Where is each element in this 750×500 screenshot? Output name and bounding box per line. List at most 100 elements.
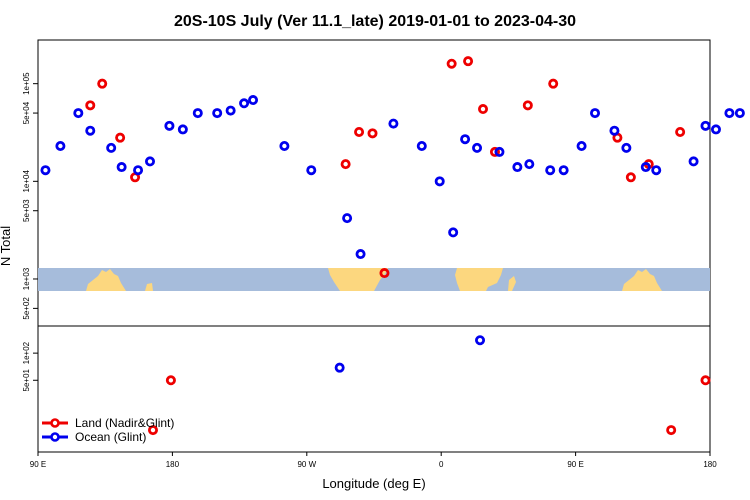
- data-point: [342, 213, 353, 224]
- land-shape: [508, 276, 516, 291]
- chart-title: 20S-10S July (Ver 11.1_late) 2019-01-01 …: [174, 13, 576, 30]
- legend-ocean-marker: [50, 432, 60, 442]
- y-tick-label: 1e+04: [22, 170, 31, 193]
- data-point: [116, 162, 127, 173]
- data-point: [478, 104, 489, 115]
- data-point: [688, 156, 699, 167]
- data-point: [548, 78, 559, 89]
- data-point: [621, 142, 632, 153]
- data-point: [177, 124, 188, 135]
- x-tick-label: 90 W: [297, 460, 316, 469]
- data-point: [239, 98, 250, 109]
- data-point: [340, 159, 351, 170]
- lower-panel: 5e+01 1e+02: [22, 325, 711, 453]
- y-tick-label: 1e+05: [22, 72, 31, 95]
- land-shape: [455, 268, 503, 291]
- data-point: [85, 125, 96, 136]
- data-point: [248, 95, 259, 106]
- data-point: [165, 375, 176, 386]
- data-point: [334, 362, 345, 373]
- data-point: [494, 146, 505, 157]
- data-point: [524, 159, 535, 170]
- data-point: [279, 140, 290, 151]
- y-tick-label: 5e+02: [22, 297, 31, 320]
- map-band-land: [86, 268, 662, 291]
- x-tick-label: 180: [166, 460, 180, 469]
- data-point: [147, 425, 158, 436]
- data-point: [625, 172, 636, 183]
- map-band: [38, 268, 710, 291]
- lower-points: [147, 335, 711, 436]
- data-point: [85, 100, 96, 111]
- x-axis: 90 E 180 90 W 0 90 E 180: [30, 452, 717, 469]
- upper-y-axis: 5e+02 1e+03 5e+03 1e+04 5e+04 1e+05: [22, 72, 38, 320]
- data-point: [545, 165, 556, 176]
- data-point: [700, 120, 711, 131]
- data-point: [651, 165, 662, 176]
- legend-land-label: Land (Nadir&Glint): [75, 416, 174, 430]
- data-point: [388, 118, 399, 129]
- data-point: [446, 58, 457, 69]
- legend-ocean-label: Ocean (Glint): [75, 430, 146, 444]
- upper-panel: 5e+02 1e+03 5e+03 1e+04 5e+04 1e+05: [22, 39, 745, 327]
- data-point: [460, 134, 471, 145]
- x-tick-label: 90 E: [567, 460, 583, 469]
- data-point: [367, 128, 378, 139]
- data-point: [522, 100, 533, 111]
- x-tick-label: 0: [439, 460, 444, 469]
- data-point: [700, 375, 711, 386]
- data-point: [73, 108, 84, 119]
- data-point: [55, 140, 66, 151]
- data-point: [225, 105, 236, 116]
- data-point: [558, 165, 569, 176]
- data-point: [164, 120, 175, 131]
- upper-points: [40, 56, 745, 279]
- land-shape: [86, 269, 126, 291]
- y-tick-label: 5e+04: [22, 101, 31, 124]
- data-point: [463, 56, 474, 67]
- data-point: [40, 165, 51, 176]
- data-point: [734, 108, 745, 119]
- data-point: [489, 146, 500, 157]
- data-point: [675, 126, 686, 137]
- data-point: [609, 125, 620, 136]
- data-point: [97, 78, 108, 89]
- x-axis-label: Longitude (deg E): [322, 476, 425, 491]
- data-point: [512, 162, 523, 173]
- data-point: [640, 162, 651, 173]
- data-point: [472, 142, 483, 153]
- legend: Land (Nadir&Glint) Ocean (Glint): [42, 416, 174, 444]
- data-point: [306, 165, 317, 176]
- y-tick-label: 5e+01: [22, 368, 31, 391]
- land-shape: [622, 269, 662, 291]
- data-point: [576, 140, 587, 151]
- lower-y-axis: 5e+01 1e+02: [22, 341, 38, 391]
- data-point: [106, 142, 117, 153]
- data-point: [355, 249, 366, 260]
- data-point: [416, 140, 427, 151]
- data-point: [354, 126, 365, 137]
- x-tick-label: 180: [703, 460, 717, 469]
- x-tick-label: 90 E: [30, 460, 46, 469]
- legend-land-marker: [50, 418, 60, 428]
- data-point: [133, 165, 144, 176]
- data-point: [192, 108, 203, 119]
- data-point: [144, 156, 155, 167]
- data-point: [475, 335, 486, 346]
- data-point: [115, 132, 126, 143]
- y-tick-label: 5e+03: [22, 199, 31, 222]
- y-tick-label: 1e+02: [22, 341, 31, 364]
- data-point: [379, 268, 390, 279]
- y-axis-label: N Total: [0, 226, 13, 266]
- data-point: [666, 425, 677, 436]
- data-point: [434, 176, 445, 187]
- y-tick-label: 1e+03: [22, 267, 31, 290]
- data-point: [212, 108, 223, 119]
- data-point: [590, 108, 601, 119]
- lower-panel-frame: [37, 325, 711, 453]
- data-point: [448, 227, 459, 238]
- land-shape: [145, 283, 153, 291]
- land-shape: [328, 268, 388, 291]
- data-point: [710, 124, 721, 135]
